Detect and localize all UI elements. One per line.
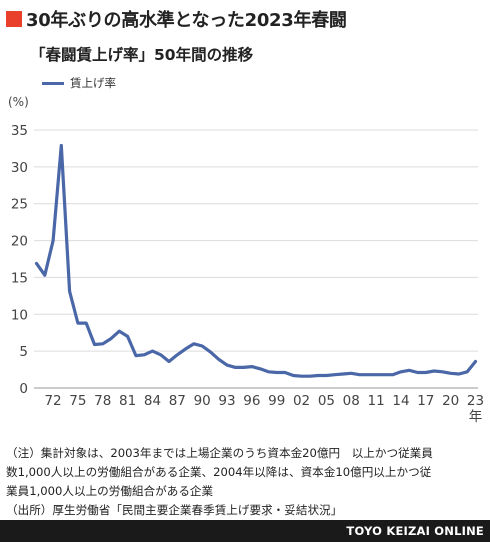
- y-tick-label: 25: [11, 197, 28, 213]
- x-tick-label: 99: [268, 393, 285, 409]
- data-point: [118, 330, 121, 333]
- x-tick-label: 17: [417, 393, 434, 409]
- data-point: [68, 290, 71, 293]
- x-tick-label: 75: [69, 393, 86, 409]
- data-point: [333, 373, 336, 376]
- chart-legend: 賃上げ率: [42, 75, 116, 91]
- data-point: [259, 367, 262, 370]
- data-point: [250, 365, 253, 368]
- x-tick-label: 96: [243, 393, 260, 409]
- note-line: 業員1,000人以上の労働組合がある企業: [6, 484, 214, 498]
- data-point: [176, 353, 179, 356]
- data-point: [350, 372, 353, 375]
- x-tick-label: 02: [293, 393, 310, 409]
- data-point: [358, 373, 361, 376]
- chart-subtitle: 「春闘賃上げ率」50年間の推移: [30, 46, 254, 64]
- chart-title: 30年ぶりの高水準となった2023年春闘: [26, 10, 347, 31]
- x-tick-label: 81: [119, 393, 136, 409]
- data-point: [408, 369, 411, 372]
- x-tick-label: 93: [218, 393, 235, 409]
- note-line: 数1,000人以上の労働組合がある企業、2004年以降は、資本金10億円以上かつ…: [6, 465, 432, 479]
- data-point: [43, 274, 46, 277]
- data-point: [184, 347, 187, 350]
- title-accent-square: [6, 11, 22, 27]
- y-tick-label: 30: [11, 160, 28, 176]
- title-row: 30年ぶりの高水準となった2023年春闘: [6, 6, 347, 32]
- data-point: [416, 371, 419, 374]
- data-point: [35, 262, 38, 265]
- data-point: [375, 373, 378, 376]
- data-point: [225, 364, 228, 367]
- x-tick-label: 20: [442, 393, 459, 409]
- data-point: [134, 354, 137, 357]
- data-point: [432, 369, 435, 372]
- x-tick-label: 78: [94, 393, 111, 409]
- data-point: [167, 360, 170, 363]
- x-tick-label: 23: [467, 393, 484, 409]
- legend-label: 賃上げ率: [70, 76, 116, 90]
- data-point: [93, 343, 96, 346]
- source-line: （出所）厚生労働省「民間主要企業春季賃上げ要求・妥結状況」: [6, 503, 343, 517]
- data-point: [308, 375, 311, 378]
- data-point: [292, 374, 295, 377]
- x-tick-label: 11: [368, 393, 385, 409]
- data-point: [242, 366, 245, 369]
- data-point: [151, 350, 154, 353]
- data-point: [441, 370, 444, 373]
- data-point: [300, 375, 303, 378]
- data-point: [234, 366, 237, 369]
- footer-bar: TOYO KEIZAI ONLINE: [0, 520, 490, 542]
- x-tick-label: 05: [318, 393, 335, 409]
- x-axis-title: 年: [469, 409, 483, 425]
- y-tick-label: 35: [11, 123, 28, 139]
- data-point: [325, 374, 328, 377]
- note-line: （注）集計対象は、2003年までは上場企業のうち資本金20億円 以上かつ従業員: [6, 446, 433, 460]
- x-tick-label: 87: [169, 393, 186, 409]
- data-point: [101, 342, 104, 345]
- data-point: [399, 370, 402, 373]
- data-point: [192, 342, 195, 345]
- data-point: [143, 353, 146, 356]
- x-tick-label: 84: [144, 393, 161, 409]
- data-point: [60, 144, 63, 147]
- data-point: [383, 373, 386, 376]
- data-point: [449, 372, 452, 375]
- data-point: [391, 373, 394, 376]
- y-tick-label: 0: [19, 381, 28, 397]
- y-tick-label: 20: [11, 234, 28, 250]
- brand-label: TOYO KEIZAI ONLINE: [346, 524, 484, 538]
- data-point: [424, 371, 427, 374]
- legend-swatch: [42, 81, 64, 85]
- x-tick-label: 72: [44, 393, 61, 409]
- data-point: [317, 374, 320, 377]
- y-axis-unit-label: (%): [8, 95, 29, 109]
- data-point: [85, 322, 88, 325]
- y-tick-label: 15: [11, 270, 28, 286]
- footnotes: （注）集計対象は、2003年までは上場企業のうち資本金20億円 以上かつ従業員 …: [6, 444, 486, 520]
- data-point: [109, 337, 112, 340]
- data-point: [275, 371, 278, 374]
- data-point: [126, 335, 129, 338]
- data-point: [51, 239, 54, 242]
- data-point: [341, 372, 344, 375]
- data-point: [267, 370, 270, 373]
- data-point: [159, 353, 162, 356]
- data-point: [217, 358, 220, 361]
- y-tick-label: 5: [19, 344, 28, 360]
- x-tick-label: 08: [343, 393, 360, 409]
- data-point: [466, 370, 469, 373]
- data-point: [76, 322, 79, 325]
- y-tick-label: 10: [11, 307, 28, 323]
- data-point: [366, 373, 369, 376]
- series-line: [34, 143, 478, 378]
- data-point: [283, 371, 286, 374]
- data-point: [201, 344, 204, 347]
- x-tick-label: 14: [392, 393, 409, 409]
- data-point: [474, 360, 477, 363]
- data-point: [457, 372, 460, 375]
- x-tick-label: 90: [194, 393, 211, 409]
- data-point: [209, 350, 212, 353]
